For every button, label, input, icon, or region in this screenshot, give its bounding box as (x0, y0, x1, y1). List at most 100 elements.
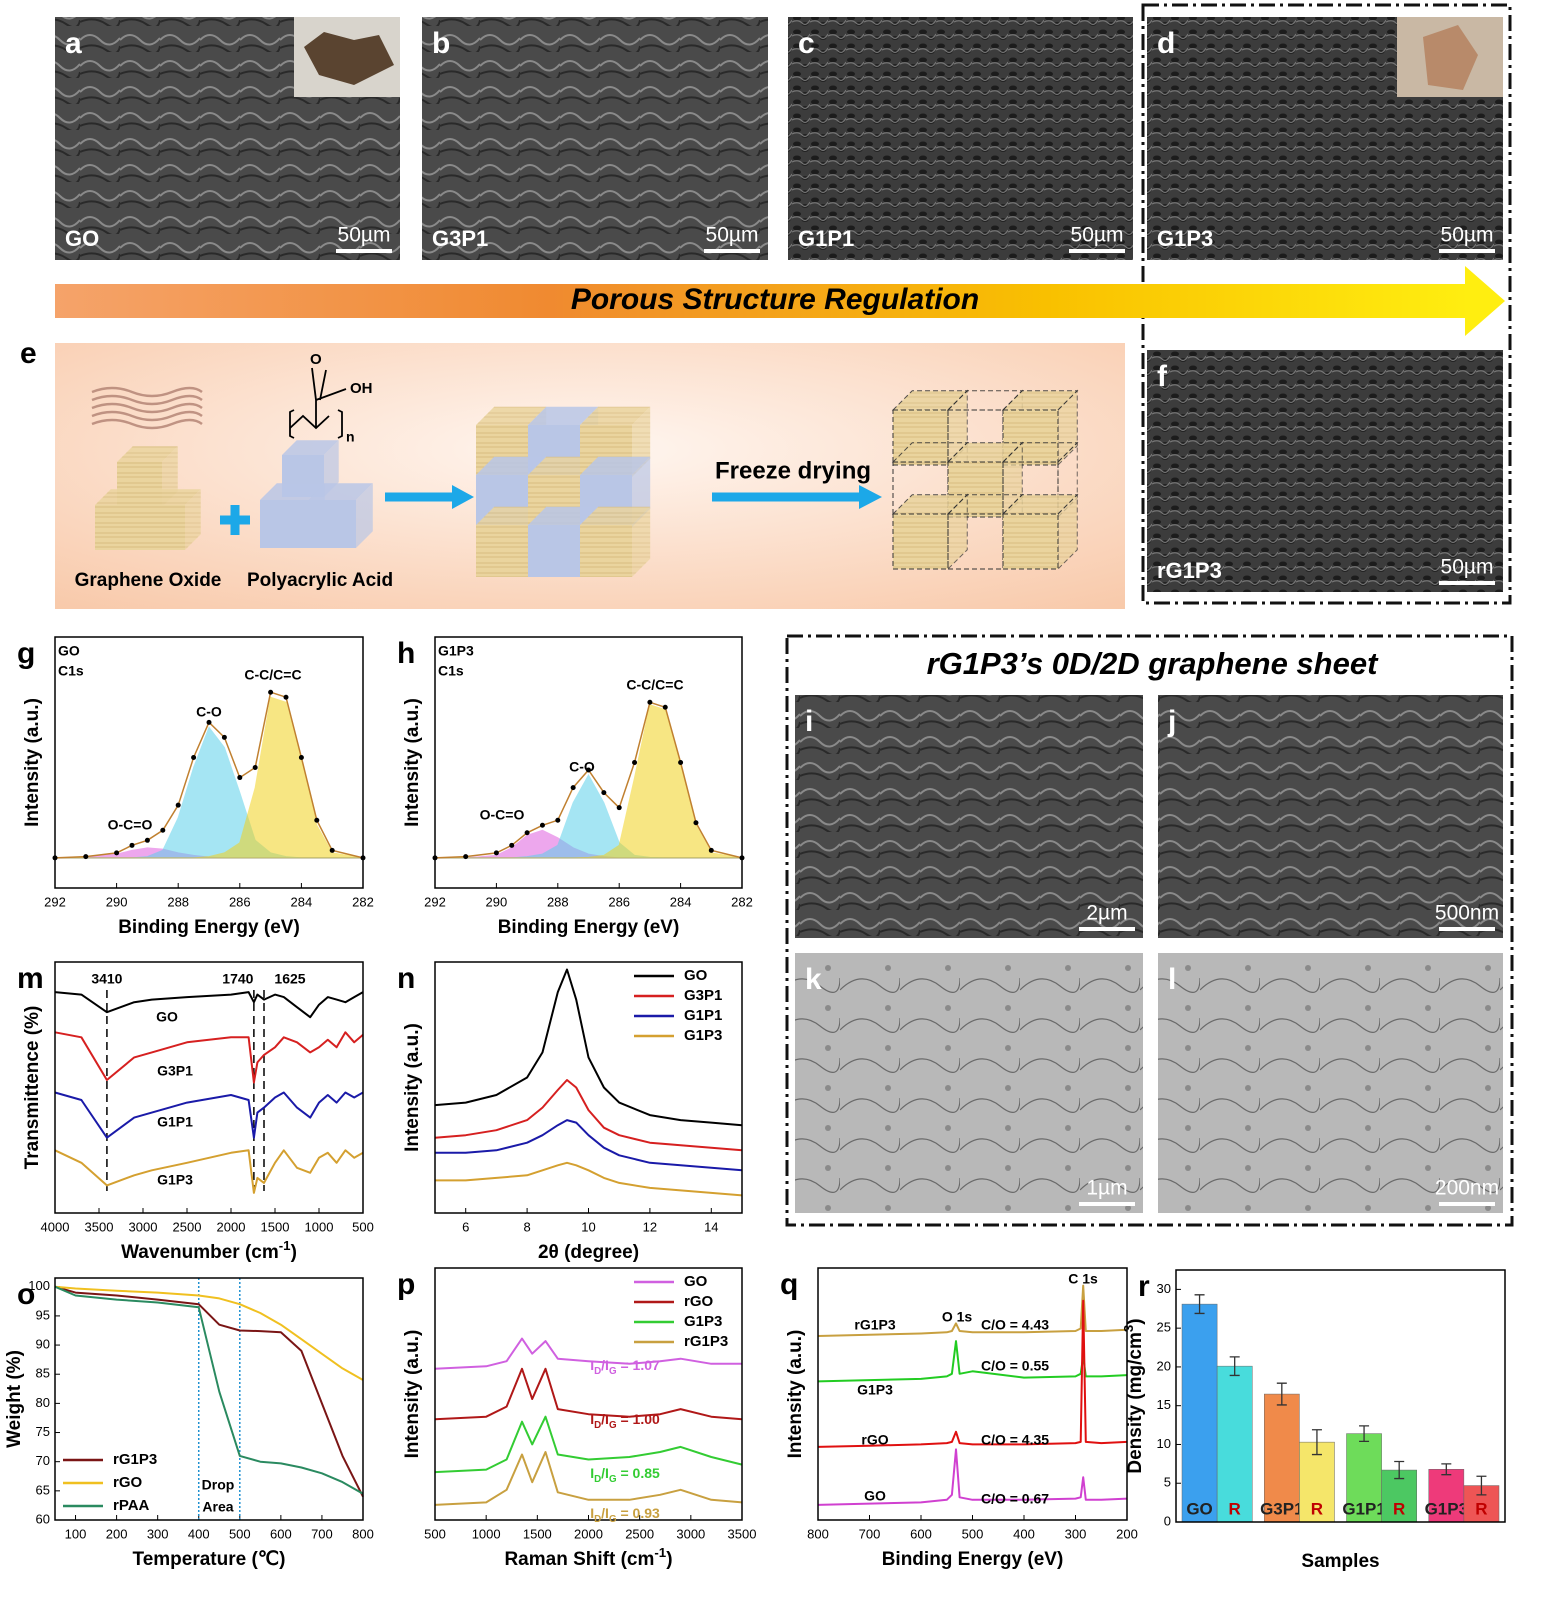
x-tick-label: 1500 (261, 1219, 290, 1234)
text-part: = 0.93 (617, 1505, 660, 1521)
x-tick-label: 2000 (574, 1526, 603, 1541)
bar (1346, 1433, 1382, 1523)
data-point (160, 827, 166, 833)
legend-label: rG1P3 (684, 1333, 728, 1350)
photo-object (1423, 25, 1478, 90)
y-tick-label: 15 (1157, 1397, 1171, 1412)
panel-letter: q (780, 1268, 798, 1301)
script-text: G (609, 1474, 617, 1485)
y-tick-label: 85 (36, 1366, 50, 1381)
script-text: 3 (1121, 1325, 1136, 1332)
x-tick-label: 6 (462, 1219, 469, 1234)
annotation: GO (58, 643, 80, 659)
x-tick-label: 2500 (173, 1219, 202, 1234)
cube-side (1057, 389, 1078, 467)
banner-arrowhead (1465, 266, 1505, 336)
cube-front (260, 500, 308, 548)
series-line (435, 1119, 743, 1172)
text-part: Density (mg/cm (1125, 1332, 1146, 1473)
y-axis-label: Intensity (a.u.) (785, 1330, 806, 1459)
x-tick-label: 200 (106, 1526, 128, 1541)
panel-letter: e (20, 337, 37, 370)
micrograph (795, 695, 1143, 938)
x-tick-label: 4000 (41, 1219, 70, 1234)
cube-top (476, 406, 547, 425)
graphene-sheet (91, 394, 203, 406)
marker-label: 3410 (91, 971, 122, 987)
data-point (601, 790, 607, 796)
series-line (54, 1031, 364, 1084)
banner: Porous Structure Regulation (55, 266, 1505, 336)
y-axis-label: Intensity (a.u.) (402, 1023, 423, 1152)
annotation: Area (202, 1499, 233, 1515)
annotation: O 1s (942, 1309, 973, 1325)
series-line (817, 1448, 1128, 1506)
scale-label: 50µm (338, 224, 391, 247)
text-part: ) (291, 1242, 297, 1263)
scale-label: 50µm (1441, 556, 1494, 579)
cube-top (528, 506, 599, 525)
y-axis-label: Intensity (a.u.) (402, 1330, 423, 1459)
text-part: = 1.00 (617, 1411, 660, 1427)
y-axis-label: Transmittence (%) (22, 1006, 43, 1170)
graphene-sheet (91, 418, 203, 430)
series-line (434, 1337, 742, 1370)
scale-label: 500nm (1435, 902, 1499, 925)
bar (1428, 1469, 1465, 1523)
annotation: ID/IG = 0.85 (590, 1465, 660, 1485)
data-point (463, 854, 469, 860)
data-point (678, 760, 684, 765)
panel-letter: c (798, 27, 815, 60)
data-point (647, 699, 653, 705)
cube-top (580, 456, 651, 475)
data-point (586, 767, 591, 773)
x-tick-label: 12 (643, 1219, 657, 1234)
panel-letter: l (1168, 963, 1176, 996)
cube-front (892, 409, 949, 466)
panel-letter: m (17, 962, 44, 995)
x-axis-label: Binding Energy (eV) (882, 1549, 1064, 1570)
annotation: C-O (569, 759, 595, 775)
y-tick-label: 65 (36, 1482, 50, 1497)
bar-label: R (1393, 1499, 1405, 1518)
x-tick-label: 600 (270, 1526, 292, 1541)
text-part: = 1.07 (617, 1357, 660, 1373)
data-point (493, 850, 499, 856)
x-tick-label: 500 (229, 1526, 251, 1541)
annotation: C/O = 4.35 (981, 1432, 1049, 1448)
section-title: rG1P3’s 0D/2D graphene sheet (927, 646, 1380, 681)
cube-top (528, 406, 599, 425)
x-tick-label: 2000 (217, 1219, 246, 1234)
bar-label: R (1229, 1499, 1241, 1518)
plot-frame (54, 1277, 364, 1521)
cube-top (476, 456, 547, 475)
graphene-sheet (91, 402, 203, 414)
data-point (539, 822, 545, 828)
y-tick-label: 70 (36, 1453, 50, 1468)
scale-label: 50µm (706, 224, 759, 247)
script-text: D (594, 1366, 601, 1377)
series-line (54, 1149, 364, 1194)
cube-top (282, 440, 339, 455)
data-point (144, 837, 150, 843)
scheme-arrow (452, 485, 474, 509)
text-part: Raman Shift (cm (504, 1549, 654, 1570)
x-tick-label: 286 (608, 894, 630, 909)
image-caption: G3P1 (432, 226, 488, 251)
bar (1181, 1303, 1218, 1523)
text-part: I (590, 1411, 594, 1427)
series-label: rG1P3 (854, 1317, 895, 1333)
plus-sign (220, 505, 250, 535)
micrograph (422, 17, 768, 260)
series-label: G1P3 (857, 1382, 893, 1398)
x-tick-label: 290 (106, 894, 128, 909)
x-axis-label: Raman Shift (cm-1) (504, 1545, 672, 1571)
cube-front (308, 500, 356, 548)
graphene-sheet (91, 410, 203, 422)
text-part: I (590, 1505, 594, 1521)
y-axis-label: Weight (%) (4, 1350, 25, 1448)
x-tick-label: 100 (65, 1526, 87, 1541)
micrograph (788, 17, 1133, 260)
y-axis-label: Intensity (a.u.) (22, 698, 43, 827)
text-part: I (590, 1465, 594, 1481)
